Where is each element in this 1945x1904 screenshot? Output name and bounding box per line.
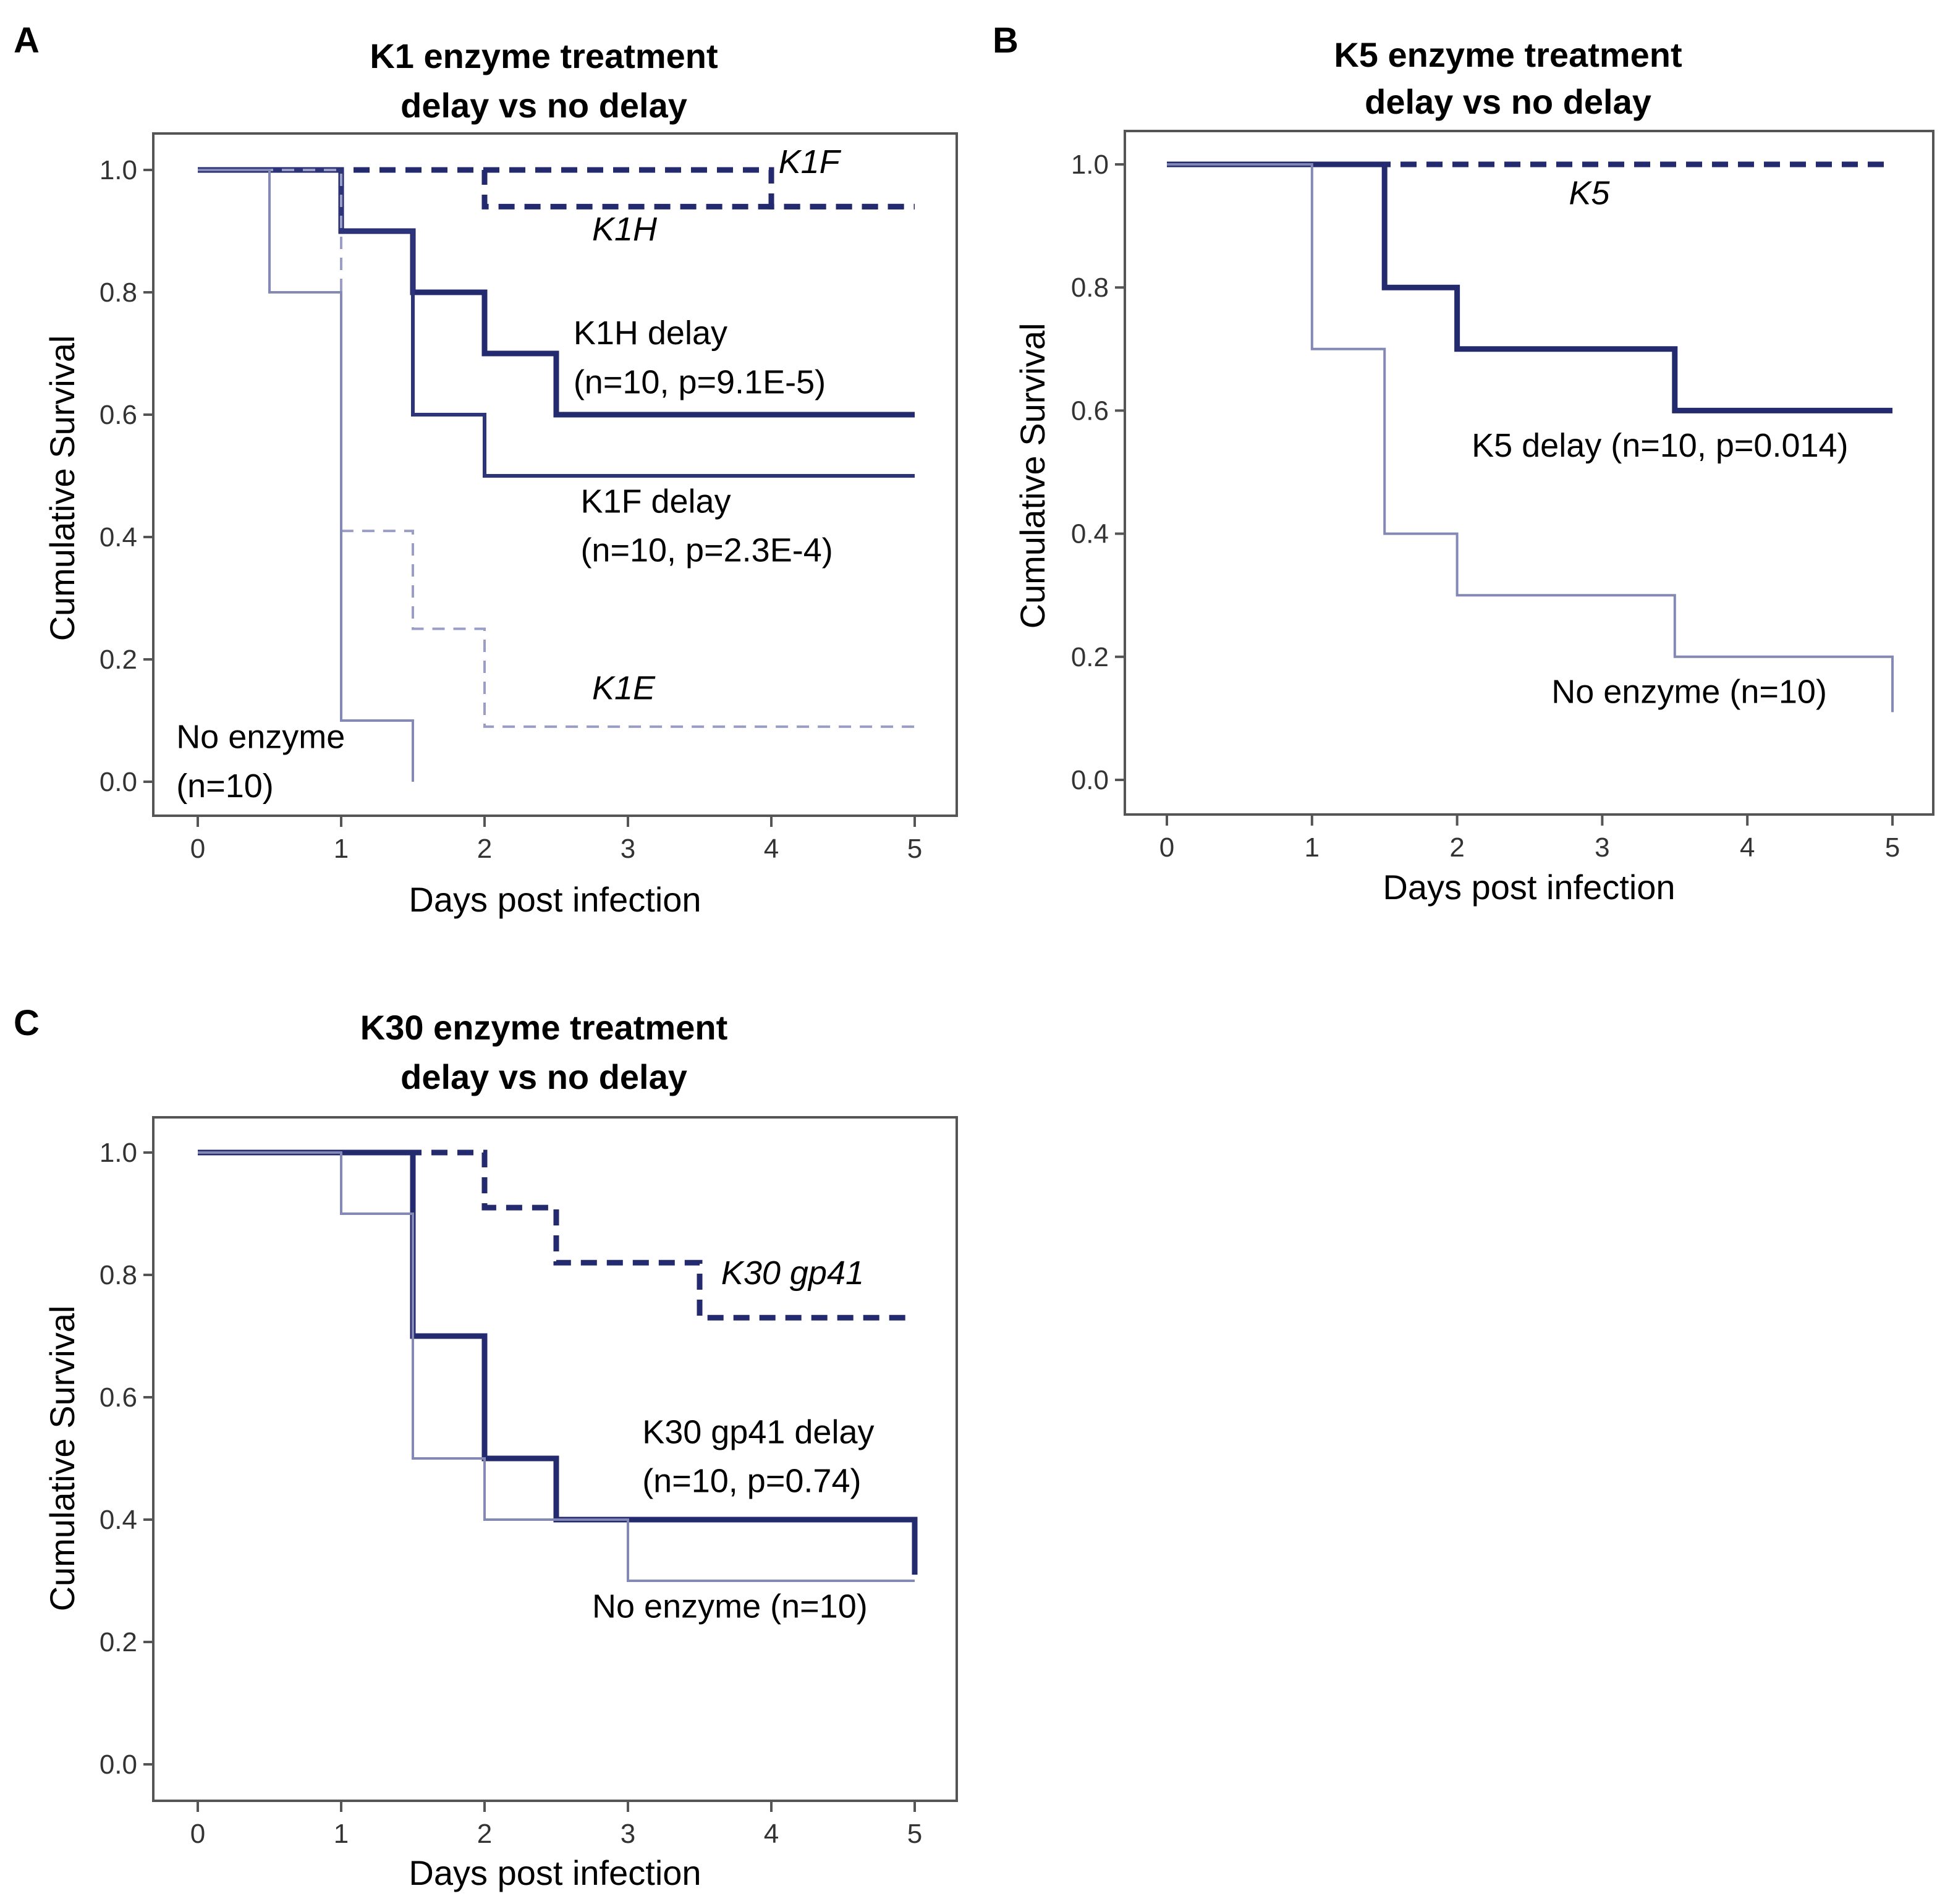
x-tick-label: 5 — [907, 1819, 922, 1849]
x-tick-label: 3 — [621, 1819, 635, 1849]
x-tick-label: 2 — [477, 1819, 492, 1849]
chart-title-line: K1 enzyme treatment — [370, 36, 718, 75]
y-tick-label: 0.6 — [100, 400, 137, 430]
panel-letter: C — [14, 1003, 40, 1043]
panel-letter: B — [993, 20, 1019, 61]
series-annotation: K30 gp41 — [721, 1255, 864, 1292]
series-annotation: K1F delay — [580, 483, 731, 520]
chart-title-line: delay vs no delay — [400, 1057, 687, 1096]
y-tick-label: 0.0 — [1071, 765, 1109, 795]
x-axis-label: Days post infection — [1383, 868, 1675, 907]
y-tick-label: 0.8 — [100, 277, 137, 308]
series-annotation: No enzyme — [176, 719, 345, 756]
chart-title-line: K5 enzyme treatment — [1334, 35, 1682, 74]
x-tick-label: 2 — [1449, 832, 1464, 863]
series-line-k1e — [198, 169, 915, 728]
y-tick-label: 0.2 — [100, 645, 137, 675]
x-axis-label: Days post infection — [409, 880, 701, 919]
y-tick-label: 0.6 — [1071, 396, 1109, 426]
series-annotation: (n=10, p=2.3E-4) — [580, 532, 833, 569]
y-tick-label: 0.4 — [1071, 519, 1109, 549]
x-tick-label: 2 — [477, 834, 492, 864]
series-line-no-enzyme — [1167, 163, 1894, 713]
y-tick-label: 0.4 — [100, 1505, 137, 1535]
series-annotation: K1E — [592, 669, 656, 706]
panel-b: B K5 enzyme treatment delay vs no delay 0.0… — [993, 20, 1934, 907]
y-axis-label: Cumulative Survival — [1013, 323, 1052, 629]
series-line-no-enzyme — [198, 1151, 915, 1582]
series-annotation: K30 gp41 delay — [642, 1413, 874, 1450]
x-tick-label: 1 — [334, 834, 349, 864]
y-tick-label: 1.0 — [100, 155, 137, 185]
series-line-no-enzyme — [198, 169, 414, 782]
x-tick-label: 4 — [764, 834, 779, 864]
chart-title-line: delay vs no delay — [1365, 82, 1651, 121]
y-tick-label: 0.8 — [100, 1260, 137, 1290]
x-tick-label: 1 — [334, 1819, 349, 1849]
x-tick-label: 3 — [621, 834, 635, 864]
y-axis-label: Cumulative Survival — [43, 336, 82, 641]
series-annotation: (n=10) — [176, 768, 274, 805]
panel-c: C K30 enzyme treatment delay vs no delay 0.… — [14, 1003, 958, 1892]
series-annotation: (n=10, p=9.1E-5) — [574, 363, 826, 400]
series-annotation: K1F — [779, 143, 842, 180]
y-axis-label: Cumulative Survival — [43, 1306, 82, 1612]
series-line-k5-delay — [1167, 161, 1892, 413]
series-annotation: K1H — [592, 211, 658, 248]
series-annotation: K5 — [1569, 175, 1610, 212]
x-tick-label: 5 — [1885, 832, 1900, 863]
series-annotation: K1H delay — [574, 315, 727, 352]
x-tick-label: 4 — [1740, 832, 1755, 863]
y-tick-label: 0.8 — [1071, 273, 1109, 303]
series-annotation: K5 delay (n=10, p=0.014) — [1472, 427, 1848, 464]
y-tick-label: 0.2 — [1071, 642, 1109, 672]
series-annotation: No enzyme (n=10) — [1551, 674, 1827, 711]
series-line-k30-gp41 — [198, 1149, 915, 1321]
panel-letter: A — [14, 20, 40, 61]
y-tick-label: 1.0 — [1071, 150, 1109, 180]
x-tick-label: 0 — [190, 1819, 205, 1849]
x-tick-label: 4 — [764, 1819, 779, 1849]
x-axis-label: Days post infection — [409, 1853, 701, 1892]
y-tick-label: 0.2 — [100, 1627, 137, 1657]
x-tick-label: 0 — [1159, 832, 1174, 863]
y-tick-label: 0.4 — [100, 522, 137, 552]
y-tick-label: 0.0 — [100, 767, 137, 797]
y-tick-label: 1.0 — [100, 1138, 137, 1168]
y-tick-label: 0.0 — [100, 1750, 137, 1780]
chart-title-line: delay vs no delay — [400, 86, 687, 125]
series-annotation: (n=10, p=0.74) — [642, 1462, 861, 1499]
panel-a: A K1 enzyme treatment delay vs no delay 0.0… — [14, 20, 958, 919]
chart-title-line: K30 enzyme treatment — [360, 1008, 727, 1047]
plot-frame — [1124, 130, 1934, 816]
y-tick-label: 0.6 — [100, 1382, 137, 1413]
x-tick-label: 5 — [907, 834, 922, 864]
x-tick-label: 3 — [1595, 832, 1609, 863]
x-tick-label: 1 — [1305, 832, 1320, 863]
series-annotation: No enzyme (n=10) — [592, 1588, 868, 1625]
x-tick-label: 0 — [190, 834, 205, 864]
